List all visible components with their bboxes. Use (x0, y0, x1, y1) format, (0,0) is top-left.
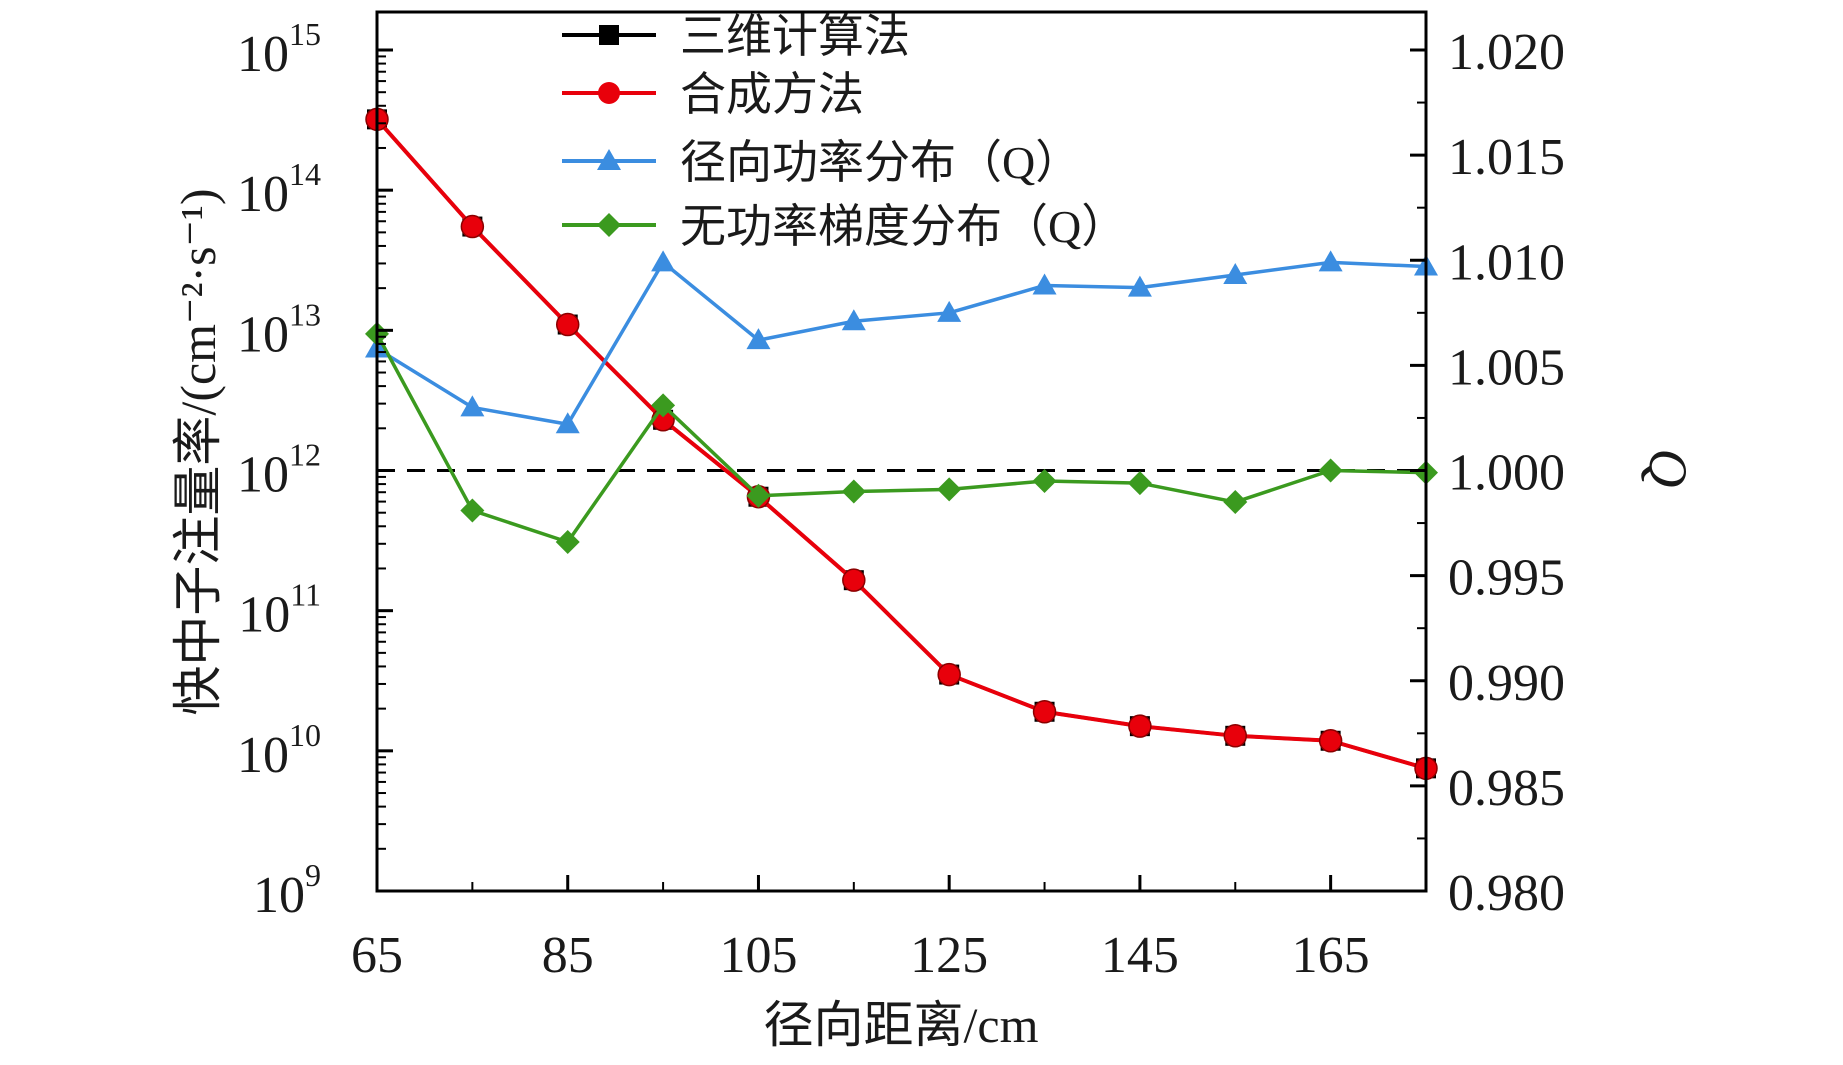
data-point-diamond (1223, 490, 1248, 515)
ticks-layer: 65 85 105 125 145 165 109 1010 1011 1012 1013 1014 1… (237, 16, 1565, 984)
y-left-tick-label: 1015 (237, 16, 321, 83)
data-point-circle (1223, 724, 1248, 748)
data-point-triangle (937, 300, 962, 322)
data-point-circle (1128, 714, 1152, 738)
y-right-tick-label: 0.995 (1448, 550, 1565, 607)
data-point-circle (598, 82, 620, 104)
data-point-circle (842, 568, 866, 592)
x-tick-label: 105 (719, 927, 797, 984)
y-right-tick-label: 1.000 (1448, 445, 1565, 502)
legend-label: 合成方法 (680, 69, 864, 120)
data-point-diamond (1127, 471, 1152, 496)
data-point-diamond (460, 498, 485, 523)
data-point-circle (555, 312, 580, 337)
plot-frame (375, 10, 1428, 893)
y-left-tick-label: 1011 (238, 577, 321, 644)
series-4 (365, 321, 1438, 554)
data-point-diamond (597, 213, 621, 237)
legend-item: 合成方法 (562, 69, 864, 120)
y-left-tick-label: 1010 (237, 717, 321, 784)
data-point-triangle (555, 412, 580, 434)
x-tick-label: 85 (542, 927, 594, 984)
series-line (376, 260, 1427, 426)
y-left-tick-label: 1013 (237, 296, 321, 363)
data-point-diamond (841, 479, 866, 504)
data-point-square (599, 25, 619, 45)
y-right-tick-label: 0.985 (1448, 760, 1565, 817)
data-point-diamond (1032, 469, 1057, 494)
data-point-triangle (651, 250, 676, 272)
data-point-triangle (746, 328, 771, 350)
data-point-circle (460, 214, 485, 239)
data-point-circle (1032, 700, 1057, 724)
data-point-triangle (1032, 273, 1057, 295)
y-right-tick-label: 0.990 (1448, 655, 1565, 712)
data-point-triangle (1318, 250, 1343, 272)
legend-label: 三维计算法 (680, 11, 910, 62)
y-left-tick-label: 1014 (237, 156, 321, 223)
data-point-triangle (460, 395, 485, 417)
data-point-diamond (555, 529, 580, 554)
data-point-circle (937, 662, 961, 687)
series-line (375, 118, 1427, 771)
data-point-diamond (651, 393, 676, 418)
data-point-triangle (597, 149, 621, 170)
data-point-triangle (1127, 275, 1152, 297)
series-line (375, 333, 1427, 544)
y-axis-label-right: Q (1638, 449, 1698, 488)
x-tick-label: 65 (351, 927, 403, 984)
legend-item: 三维计算法 (562, 11, 910, 62)
legend-label: 无功率梯度分布（Q） (680, 201, 1127, 252)
x-tick-label: 165 (1292, 927, 1370, 984)
data-point-circle (1318, 729, 1343, 753)
legend-item: 径向功率分布（Q） (562, 137, 1081, 188)
data-point-diamond (1318, 458, 1343, 483)
data-point-triangle (1223, 262, 1248, 284)
data-point-diamond (746, 483, 771, 508)
x-tick-label: 125 (910, 927, 988, 984)
y-right-tick-label: 1.010 (1448, 234, 1565, 291)
y-axis-label-left: 快中子注量率/(cm⁻²·s⁻¹) (170, 188, 226, 715)
x-axis-label: 径向距离/cm (764, 997, 1039, 1053)
axes-layer (375, 10, 1428, 893)
y-left-tick-label: 1012 (237, 437, 321, 504)
x-tick-label: 145 (1101, 927, 1179, 984)
legend-item: 无功率梯度分布（Q） (562, 201, 1127, 252)
y-right-tick-label: 0.980 (1448, 865, 1565, 922)
y-right-tick-label: 1.005 (1448, 339, 1565, 396)
y-right-tick-label: 1.020 (1448, 24, 1565, 81)
data-point-diamond (937, 477, 962, 502)
legend-label: 径向功率分布（Q） (680, 137, 1081, 188)
y-right-tick-label: 1.015 (1448, 129, 1565, 186)
y-left-tick-label: 109 (253, 857, 321, 924)
series-3 (365, 250, 1438, 434)
data-point-triangle (841, 309, 866, 331)
